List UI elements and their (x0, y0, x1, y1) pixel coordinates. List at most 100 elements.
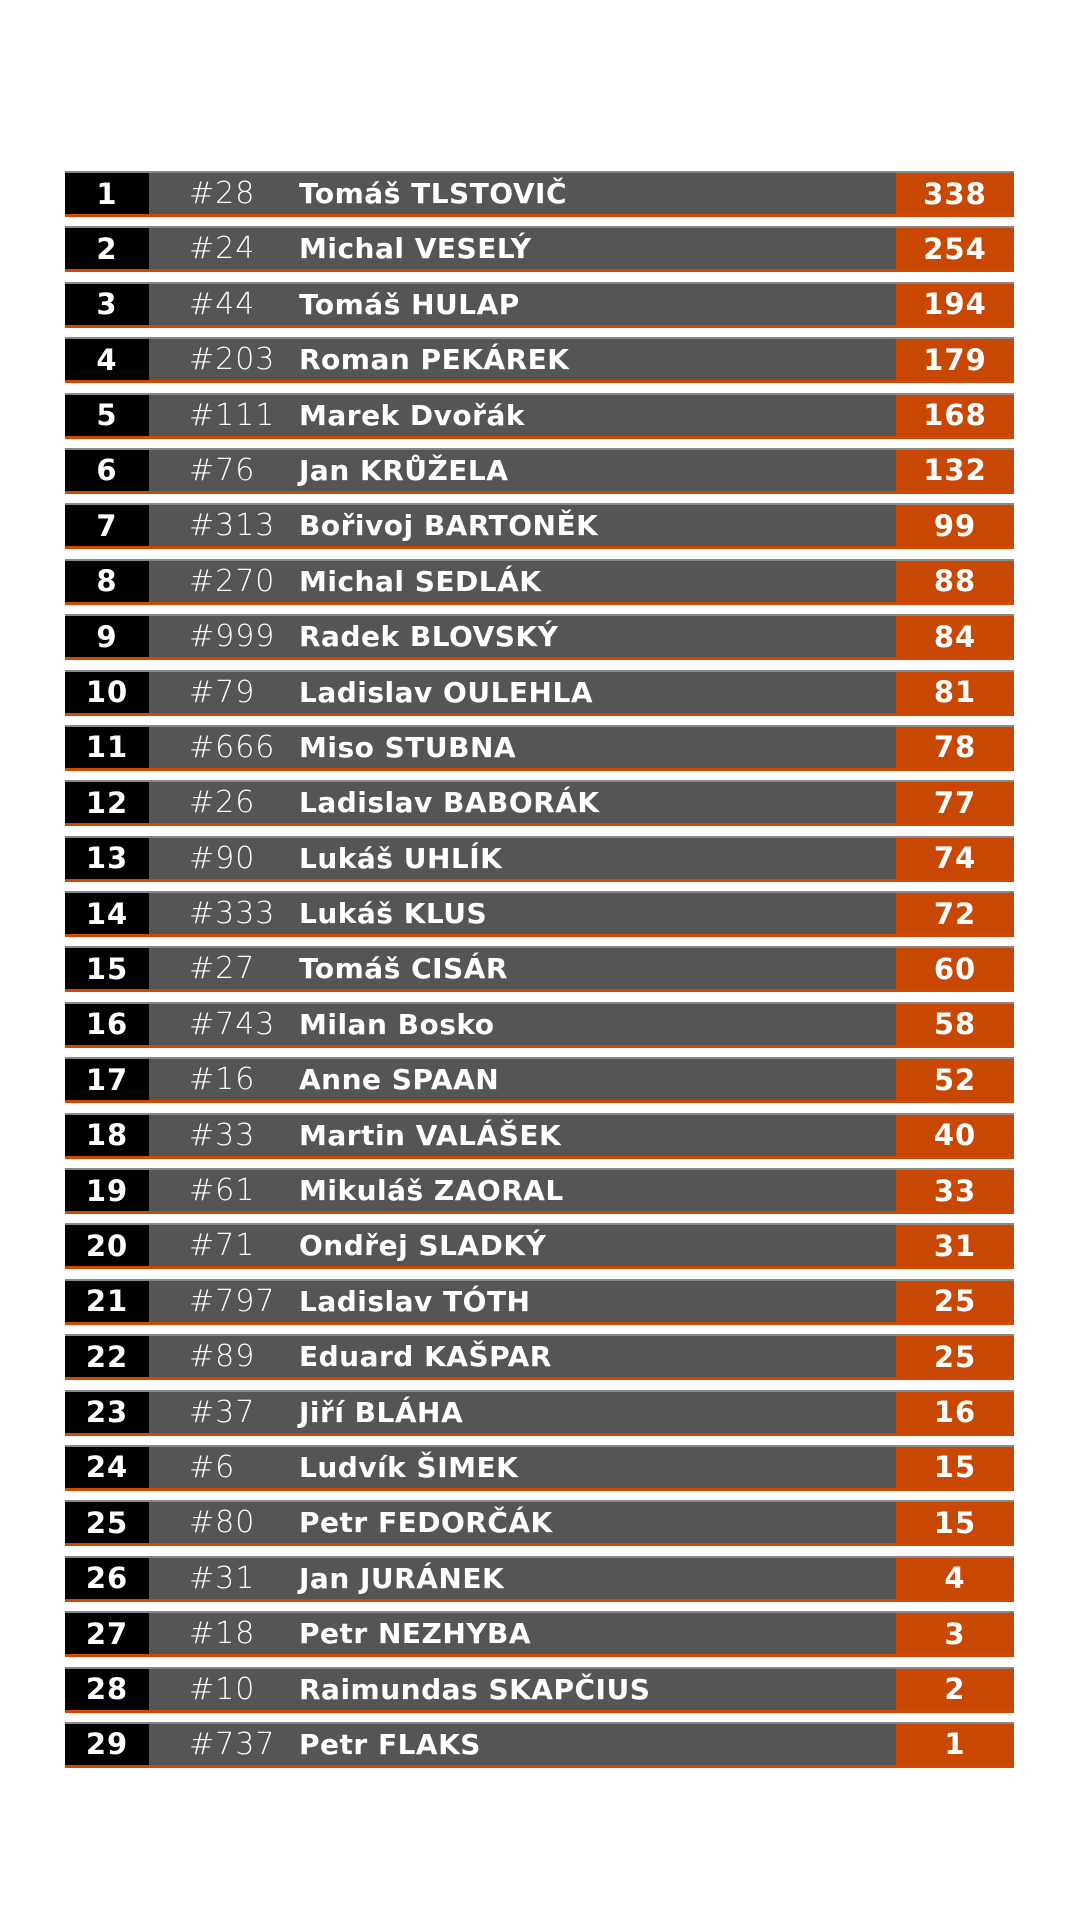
number-cell: #89 (189, 1339, 256, 1375)
leaderboard-row: 15 #27 Tomáš CISÁR 60 (65, 946, 1014, 993)
number-cell: #743 (189, 1006, 276, 1042)
score-cell: 72 (896, 893, 1014, 935)
score-cell: 132 (896, 449, 1014, 491)
score-cell: 2 (896, 1668, 1014, 1710)
number-cell: #203 (189, 342, 276, 378)
name-cell: Petr NEZHYBA (299, 1617, 532, 1651)
name-cell: Ondřej SLADKÝ (299, 1229, 547, 1263)
number-cell: #18 (189, 1616, 256, 1652)
leaderboard-row: 27 #18 Petr NEZHYBA 3 (65, 1611, 1014, 1658)
leaderboard-row: 24 #6 Ludvík ŠIMEK 15 (65, 1444, 1014, 1491)
score-cell: 338 (896, 173, 1014, 214)
leaderboard-row: 18 #33 Martin VALÁŠEK 40 (65, 1112, 1014, 1159)
rank-cell: 19 (65, 1170, 149, 1212)
number-cell: #76 (189, 452, 256, 488)
score-cell: 58 (896, 1003, 1014, 1045)
rank-cell: 1 (65, 173, 149, 214)
name-cell: Anne SPAAN (299, 1063, 500, 1097)
name-cell: Radek BLOVSKÝ (299, 620, 559, 654)
leaderboard-row: 11 #666 Miso STUBNA 78 (65, 724, 1014, 771)
name-cell: Marek Dvořák (299, 398, 525, 432)
number-cell: #666 (189, 729, 276, 765)
number-cell: #31 (189, 1560, 256, 1596)
name-cell: Jiří BLÁHA (299, 1395, 464, 1429)
score-cell: 84 (896, 616, 1014, 658)
score-cell: 60 (896, 948, 1014, 990)
number-cell: #71 (189, 1228, 256, 1264)
number-cell: #6 (189, 1449, 236, 1485)
rank-cell: 9 (65, 616, 149, 658)
number-cell: #80 (189, 1505, 256, 1541)
rank-cell: 28 (65, 1668, 149, 1710)
leaderboard-row: 10 #79 Ladislav OULEHLA 81 (65, 669, 1014, 716)
number-cell: #16 (189, 1062, 256, 1098)
number-cell: #797 (189, 1283, 276, 1319)
name-cell: Milan Bosko (299, 1007, 495, 1041)
number-cell: #111 (189, 397, 276, 433)
rank-cell: 13 (65, 837, 149, 879)
rank-cell: 12 (65, 782, 149, 824)
name-cell: Tomáš TLSTOVIČ (299, 177, 567, 210)
number-cell: #37 (189, 1394, 256, 1430)
name-cell: Lukáš KLUS (299, 897, 488, 931)
number-cell: #44 (189, 286, 256, 322)
score-cell: 15 (896, 1446, 1014, 1488)
leaderboard-row: 9 #999 Radek BLOVSKÝ 84 (65, 614, 1014, 661)
name-cell: Jan JURÁNEK (299, 1561, 505, 1595)
score-cell: 81 (896, 671, 1014, 713)
number-cell: #24 (189, 231, 256, 267)
rank-cell: 2 (65, 228, 149, 270)
score-cell: 25 (896, 1336, 1014, 1378)
score-cell: 33 (896, 1170, 1014, 1212)
leaderboard-row: 20 #71 Ondřej SLADKÝ 31 (65, 1223, 1014, 1270)
number-cell: #27 (189, 951, 256, 987)
score-cell: 194 (896, 283, 1014, 325)
rank-cell: 18 (65, 1114, 149, 1156)
leaderboard-row: 17 #16 Anne SPAAN 52 (65, 1057, 1014, 1104)
leaderboard-row: 1 #28 Tomáš TLSTOVIČ 338 (65, 171, 1014, 217)
score-cell: 31 (896, 1225, 1014, 1267)
leaderboard-row: 28 #10 Raimundas SKAPČIUS 2 (65, 1666, 1014, 1713)
rank-cell: 23 (65, 1391, 149, 1433)
score-cell: 179 (896, 339, 1014, 381)
rank-cell: 25 (65, 1502, 149, 1544)
number-cell: #737 (189, 1726, 276, 1762)
score-cell: 40 (896, 1114, 1014, 1156)
rank-cell: 5 (65, 394, 149, 436)
name-cell: Roman PEKÁREK (299, 343, 570, 377)
leaderboard-row: 5 #111 Marek Dvořák 168 (65, 392, 1014, 439)
rank-cell: 17 (65, 1059, 149, 1101)
leaderboard-row: 12 #26 Ladislav BABORÁK 77 (65, 780, 1014, 827)
name-cell: Raimundas SKAPČIUS (299, 1672, 651, 1706)
rank-cell: 27 (65, 1613, 149, 1655)
leaderboard-row: 7 #313 Bořivoj BARTONĚK 99 (65, 503, 1014, 550)
leaderboard-row: 6 #76 Jan KRŮŽELA 132 (65, 447, 1014, 494)
name-cell: Ladislav BABORÁK (299, 786, 600, 820)
leaderboard-row: 25 #80 Petr FEDORČÁK 15 (65, 1500, 1014, 1547)
name-cell: Ladislav TÓTH (299, 1284, 531, 1318)
leaderboard-row: 22 #89 Eduard KAŠPAR 25 (65, 1334, 1014, 1381)
number-cell: #313 (189, 508, 276, 544)
leaderboard-row: 8 #270 Michal SEDLÁK 88 (65, 558, 1014, 605)
leaderboard-row: 2 #24 Michal VESELÝ 254 (65, 226, 1014, 273)
score-cell: 15 (896, 1502, 1014, 1544)
name-cell: Bořivoj BARTONĚK (299, 509, 599, 543)
number-cell: #79 (189, 674, 256, 710)
number-cell: #28 (189, 176, 256, 211)
leaderboard-row: 23 #37 Jiří BLÁHA 16 (65, 1389, 1014, 1436)
score-cell: 1 (896, 1723, 1014, 1765)
leaderboard-row: 3 #44 Tomáš HULAP 194 (65, 281, 1014, 328)
name-cell: Petr FEDORČÁK (299, 1506, 553, 1540)
rank-cell: 7 (65, 505, 149, 547)
name-cell: Mikuláš ZAORAL (299, 1174, 564, 1208)
score-cell: 52 (896, 1059, 1014, 1101)
name-cell: Ludvík ŠIMEK (299, 1450, 519, 1484)
leaderboard-row: 13 #90 Lukáš UHLÍK 74 (65, 835, 1014, 882)
rank-cell: 10 (65, 671, 149, 713)
name-cell: Martin VALÁŠEK (299, 1118, 562, 1152)
rank-cell: 26 (65, 1557, 149, 1599)
leaderboard-row: 21 #797 Ladislav TÓTH 25 (65, 1278, 1014, 1325)
name-cell: Ladislav OULEHLA (299, 675, 593, 709)
rank-cell: 29 (65, 1723, 149, 1765)
rank-cell: 20 (65, 1225, 149, 1267)
